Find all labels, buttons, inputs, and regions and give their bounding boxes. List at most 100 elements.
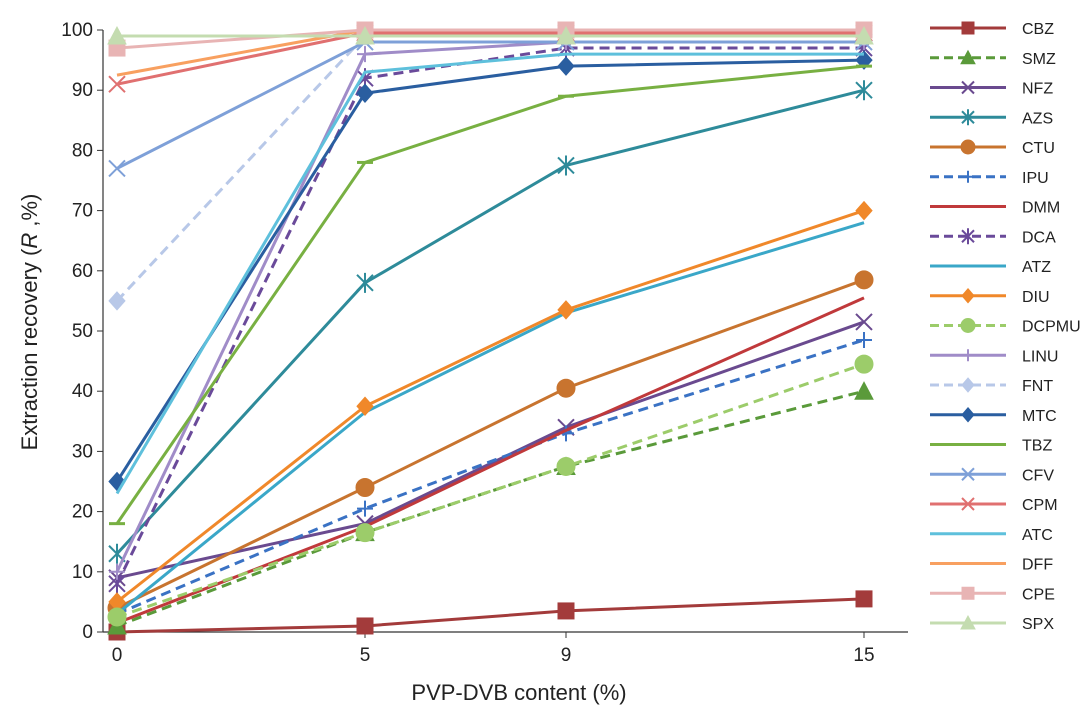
legend-label: DCA: [1022, 229, 1056, 246]
data-point-marker: [961, 228, 975, 245]
y-axis-title-main: Extraction recovery (: [17, 248, 42, 450]
y-axis-title: Extraction recovery (R ,%): [17, 194, 42, 451]
data-point-marker: [556, 25, 576, 45]
series-line: [116, 338, 865, 616]
data-point-marker: [855, 50, 873, 70]
data-point-marker: [854, 270, 874, 290]
y-tick-label: 20: [72, 502, 93, 523]
series-line: [115, 52, 864, 495]
data-point-marker: [557, 300, 575, 320]
data-point-marker: [107, 607, 127, 627]
legend-label: MTC: [1022, 408, 1057, 425]
series-spx: [107, 25, 874, 45]
legend-label: DMM: [1022, 200, 1060, 217]
legend-label: AZS: [1022, 110, 1053, 127]
legend-item: MTC: [930, 406, 1057, 425]
legend-item: CPM: [930, 497, 1058, 514]
data-point-marker: [356, 272, 374, 293]
legend-label: ATZ: [1022, 259, 1051, 276]
series-line: [116, 278, 865, 610]
data-point-marker: [960, 49, 976, 65]
legend-item: CFV: [930, 467, 1054, 484]
series-dcpmu: [107, 354, 874, 627]
x-tick-label: 15: [853, 645, 874, 666]
data-point-marker: [961, 497, 975, 511]
series-line: [115, 88, 865, 555]
legend-item: CTU: [930, 139, 1055, 157]
series-nfz: [108, 313, 873, 587]
series-diu: [108, 200, 873, 612]
y-tick-label: 30: [72, 441, 93, 462]
y-tick-label: 0: [82, 622, 93, 643]
legend-label: CBZ: [1022, 21, 1054, 38]
x-tick-label: 9: [561, 645, 572, 666]
legend-item: DCPMU: [930, 318, 1081, 336]
axes: 0 10 20 30 40 50 60 70 80 90 100 0 5 9 15: [61, 20, 908, 666]
series-line: [116, 389, 865, 628]
legend-label: TBZ: [1022, 438, 1052, 455]
data-point-marker: [855, 200, 873, 221]
legend-item: LINU: [930, 348, 1058, 365]
y-tick-label: 90: [72, 80, 93, 101]
data-point-marker: [355, 478, 375, 498]
series-layer: [107, 21, 874, 641]
legend-item: DMM: [930, 200, 1060, 217]
series-line: [116, 221, 865, 616]
legend-label: CPM: [1022, 497, 1058, 514]
legend-item: SPX: [930, 614, 1054, 633]
data-point-marker: [557, 155, 575, 176]
legend-label: CPE: [1022, 586, 1055, 603]
legend-label: LINU: [1022, 348, 1058, 365]
data-point-marker: [855, 80, 873, 101]
legend-label: SMZ: [1022, 51, 1056, 68]
x-tick-label: 0: [112, 645, 123, 666]
series-line: [115, 46, 864, 585]
y-axis-title-italic: R: [17, 233, 42, 249]
y-tick-label: 80: [72, 140, 93, 161]
series-line: [116, 40, 864, 170]
legend-label: SPX: [1022, 616, 1054, 633]
x-axis-title: PVP-DVB content (%): [411, 680, 626, 705]
data-point-marker: [962, 349, 974, 362]
data-point-marker: [960, 614, 976, 630]
y-tick-label: 50: [72, 321, 93, 342]
y-axis-title-tail: ,%): [17, 194, 42, 233]
data-point-marker: [961, 467, 975, 481]
y-tick-label: 70: [72, 201, 93, 222]
legend-label: DCPMU: [1022, 319, 1081, 336]
legend-label: ATC: [1022, 527, 1053, 544]
series-cbz: [108, 590, 873, 641]
data-point-marker: [355, 25, 375, 45]
data-point-marker: [556, 378, 576, 398]
data-point-marker: [109, 563, 125, 580]
data-point-marker: [855, 313, 873, 331]
data-point-marker: [357, 500, 373, 517]
series-line: [115, 58, 865, 483]
data-point-marker: [557, 602, 575, 620]
legend-label: NFZ: [1022, 81, 1053, 98]
data-point-marker: [356, 396, 374, 417]
legend-item: SMZ: [930, 49, 1056, 68]
series-fnt: [108, 26, 873, 311]
y-tick-label: 40: [72, 381, 93, 402]
data-point-marker: [961, 287, 975, 304]
series-line: [116, 28, 864, 50]
data-point-marker: [854, 381, 874, 400]
legend-item: TBZ: [930, 438, 1052, 455]
data-point-marker: [961, 80, 975, 95]
data-point-marker: [356, 83, 374, 103]
series-line: [116, 209, 865, 604]
series-tbz: [109, 64, 872, 526]
series-ctu: [107, 270, 874, 618]
data-point-marker: [961, 21, 975, 35]
legend-item: DCA: [930, 228, 1056, 246]
legend-item: DFF: [930, 557, 1053, 574]
y-tick-label: 100: [61, 20, 93, 41]
data-point-marker: [961, 377, 975, 393]
series-atc: [115, 52, 864, 495]
legend-label: IPU: [1022, 170, 1049, 187]
legend-item: DIU: [930, 287, 1050, 306]
series-line: [116, 320, 865, 580]
series-line: [116, 597, 865, 634]
